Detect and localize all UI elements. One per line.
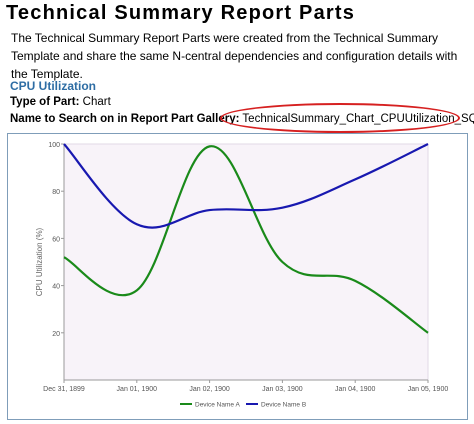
x-tick-label: Dec 31, 1899 xyxy=(43,386,85,393)
cpu-utilization-chart: 20 40 60 80 100 Dec 31, 1899 Jan 01, 1900 Jan 0… xyxy=(35,142,449,409)
type-of-part-line: Type of Part: Chart xyxy=(10,95,111,109)
x-tick-label: Jan 02, 1900 xyxy=(189,386,230,393)
page-title: Technical Summary Report Parts xyxy=(6,2,356,24)
type-of-part-label: Type of Part: xyxy=(10,96,80,108)
type-of-part-value: Chart xyxy=(82,96,111,108)
search-name-line: Name to Search on in Report Part Gallery… xyxy=(10,112,474,126)
search-name-label: Name to Search on in Report Part Gallery… xyxy=(10,113,240,125)
intro-paragraph: The Technical Summary Report Parts were … xyxy=(11,31,458,81)
chart-panel: 20 40 60 80 100 Dec 31, 1899 Jan 01, 1900 Jan 0… xyxy=(7,133,468,420)
x-tick-label: Jan 04, 1900 xyxy=(335,386,376,393)
search-name-value: TechnicalSummary_Chart_CPUUtilization_SQ… xyxy=(242,113,474,125)
section-heading: CPU Utilization xyxy=(10,79,96,93)
y-tick-label: 40 xyxy=(52,284,60,291)
plot-area xyxy=(63,143,429,381)
y-tick-label: 20 xyxy=(52,331,60,338)
y-tick-label: 100 xyxy=(48,142,60,149)
y-tick-label: 60 xyxy=(52,236,60,243)
x-tick-label: Jan 05, 1900 xyxy=(408,386,449,393)
legend-label-device-name-a: Device Name A xyxy=(195,402,240,409)
x-tick-label: Jan 03, 1900 xyxy=(262,386,303,393)
y-tick-label: 80 xyxy=(52,189,60,196)
legend-label-device-name-b: Device Name B xyxy=(261,402,306,409)
series-line-device-name-b xyxy=(63,143,429,229)
x-tick-label: Jan 01, 1900 xyxy=(117,386,158,393)
series-line-device-name-a xyxy=(63,145,429,334)
y-axis-title: CPU Utilization (%) xyxy=(35,227,44,296)
